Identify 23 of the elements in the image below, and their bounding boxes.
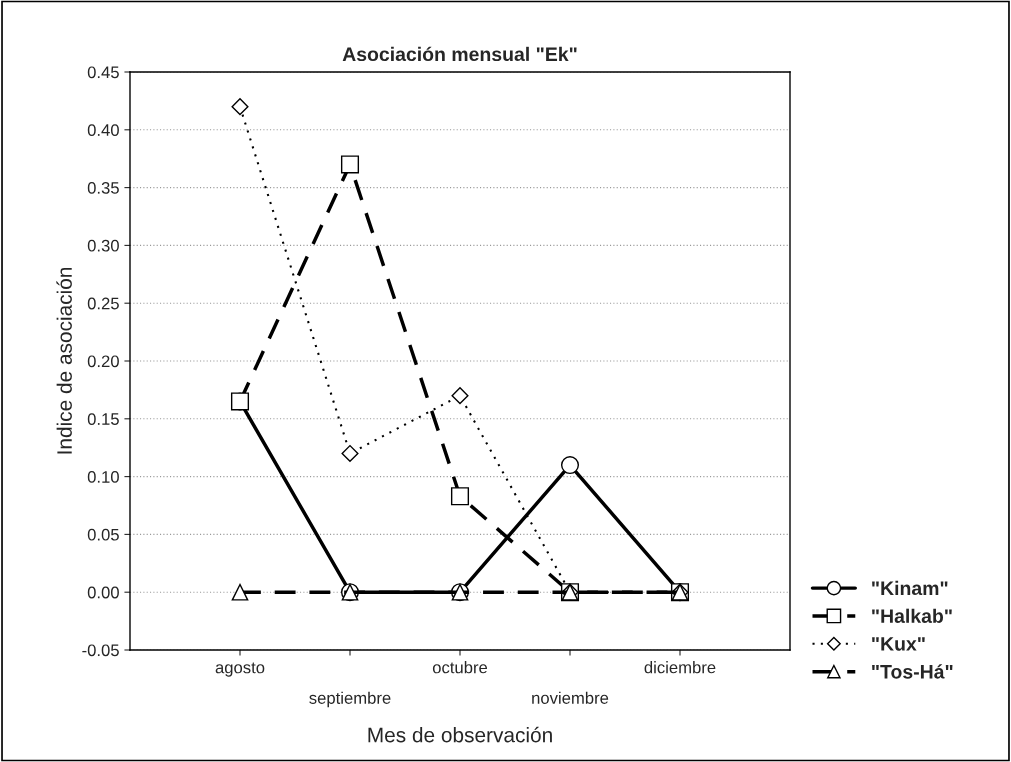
y-tick-label: 0.20 bbox=[87, 355, 119, 368]
y-tick-label: 0.35 bbox=[87, 182, 119, 194]
y-tick-label: 0.05 bbox=[87, 528, 119, 541]
legend-label: "Kinam" bbox=[872, 580, 948, 596]
x-tick-label: noviembre bbox=[532, 691, 609, 704]
y-tick-label: 0.30 bbox=[87, 239, 119, 252]
y-tick-label: 0.15 bbox=[87, 413, 119, 425]
y-tick-label: -0.05 bbox=[82, 644, 119, 657]
x-axis-title: Mes de observación bbox=[368, 726, 552, 743]
y-tick-label: 0.10 bbox=[87, 471, 119, 483]
x-tick-label: septiembre bbox=[309, 691, 391, 708]
y-tick-label: 0.45 bbox=[87, 66, 119, 79]
legend-label: "Tos-Há" bbox=[872, 664, 953, 679]
y-axis-title: Indice de asociación bbox=[56, 267, 72, 454]
y-tick-label: 0.40 bbox=[87, 124, 119, 136]
x-tick-label: octubre bbox=[432, 661, 488, 674]
chart-title: Asociación mensual "Ek" bbox=[342, 46, 577, 62]
y-tick-label: 0.00 bbox=[87, 586, 119, 599]
x-tick-label: diciembre bbox=[644, 661, 716, 674]
legend-label: "Kux" bbox=[872, 637, 925, 651]
legend-label: "Halkab" bbox=[872, 608, 952, 623]
x-tick-label: agosto bbox=[215, 662, 265, 677]
y-tick-label: 0.25 bbox=[87, 297, 119, 310]
